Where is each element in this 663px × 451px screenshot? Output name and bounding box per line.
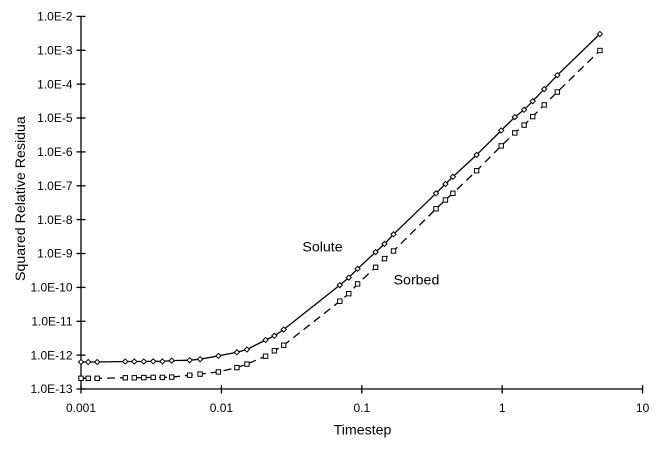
svg-text:0.1: 0.1 — [353, 401, 370, 415]
svg-text:1.0E-4: 1.0E-4 — [37, 77, 73, 91]
svg-text:1: 1 — [499, 401, 506, 415]
svg-text:1.0E-6: 1.0E-6 — [37, 145, 73, 159]
svg-text:1.0E-9: 1.0E-9 — [37, 247, 73, 261]
svg-text:1.0E-2: 1.0E-2 — [37, 10, 73, 24]
svg-text:1.0E-13: 1.0E-13 — [30, 382, 72, 396]
svg-text:0.01: 0.01 — [210, 401, 234, 415]
svg-text:1.0E-11: 1.0E-11 — [31, 315, 72, 329]
svg-text:Solute: Solute — [302, 240, 342, 256]
svg-text:Timestep: Timestep — [334, 423, 392, 439]
svg-text:1.0E-8: 1.0E-8 — [37, 213, 73, 227]
svg-text:10: 10 — [636, 401, 650, 415]
svg-text:1.0E-7: 1.0E-7 — [37, 179, 73, 193]
svg-text:Sorbed: Sorbed — [394, 273, 440, 289]
svg-text:Squared Relative Residua: Squared Relative Residua — [13, 116, 29, 281]
svg-text:1.0E-5: 1.0E-5 — [37, 111, 73, 125]
svg-text:0.001: 0.001 — [66, 401, 96, 415]
svg-text:1.0E-12: 1.0E-12 — [30, 348, 72, 362]
svg-text:1.0E-3: 1.0E-3 — [37, 44, 73, 58]
svg-text:1.0E-10: 1.0E-10 — [30, 281, 72, 295]
